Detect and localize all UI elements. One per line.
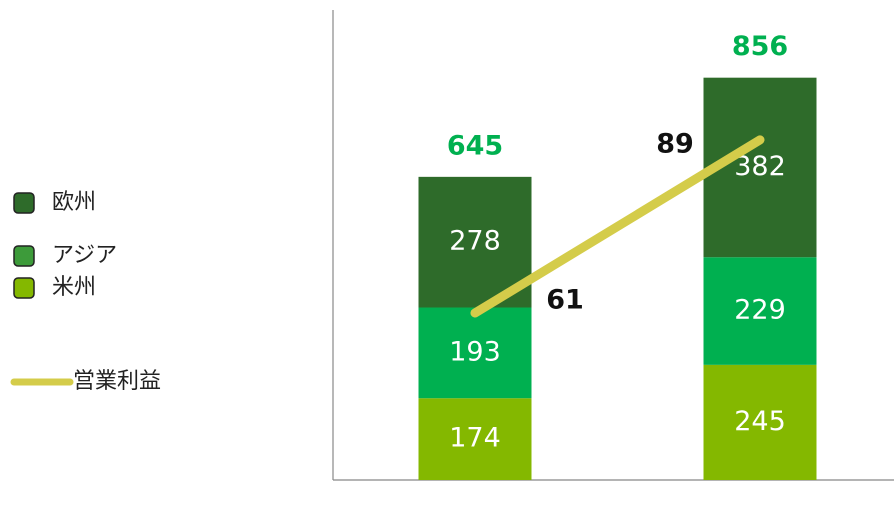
data-label: 245	[734, 406, 786, 437]
total-label: 856	[732, 31, 788, 62]
data-label: 229	[734, 295, 786, 326]
legend-label: 営業利益	[73, 369, 161, 394]
data-label: 278	[449, 226, 501, 257]
bar-segment	[703, 364, 817, 480]
bar-segment	[418, 398, 532, 480]
line-label: 89	[656, 128, 694, 159]
bar-segment	[703, 257, 817, 365]
total-label: 645	[447, 130, 503, 161]
legend-swatch	[13, 277, 35, 299]
bar-segment	[418, 307, 532, 399]
legend-swatch	[13, 245, 35, 267]
legend-swatch	[13, 192, 35, 214]
data-label: 193	[449, 336, 501, 367]
line-series	[470, 135, 765, 318]
legend-label: 欧州	[52, 190, 96, 215]
legend-label: 米州	[52, 275, 96, 300]
line-label: 61	[546, 285, 584, 316]
data-label: 174	[449, 423, 501, 454]
data-label: 382	[734, 151, 786, 182]
legend-label: アジア	[52, 243, 117, 268]
